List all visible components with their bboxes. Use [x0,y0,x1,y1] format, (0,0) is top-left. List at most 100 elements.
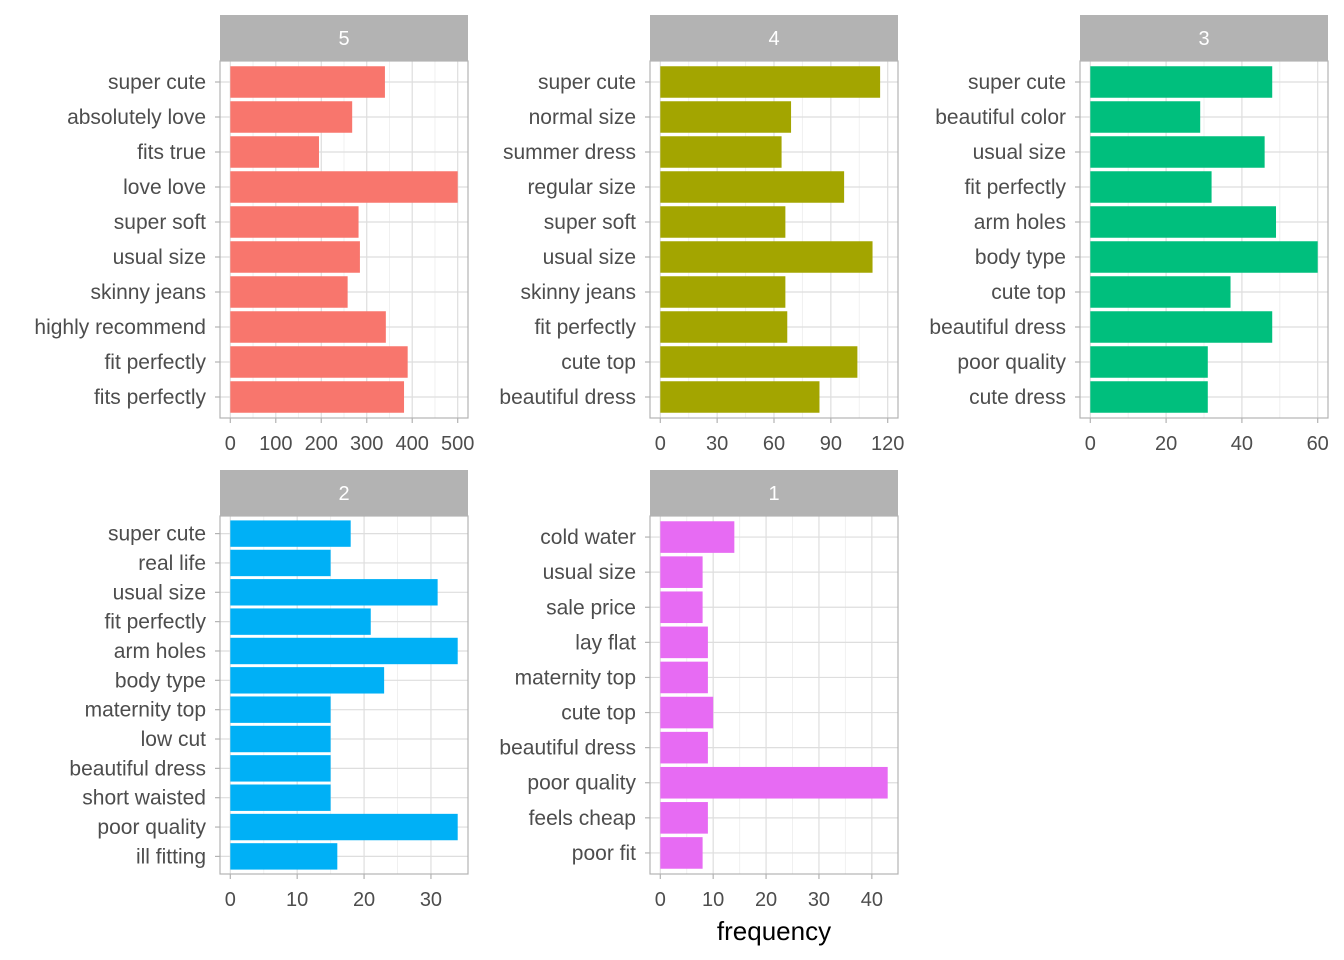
facet-strip-label: 1 [768,483,779,505]
facet-strip-2 [220,470,468,516]
category-label: regular size [527,176,636,199]
bar [230,346,408,378]
category-label: maternity top [515,666,636,689]
category-label: cute dress [969,386,1066,409]
bar [660,556,703,588]
category-label: usual size [113,246,206,269]
panel-4: 4 super cute normal size summer dress regula… [499,15,904,455]
x-tick-label: 30 [420,889,442,911]
x-tick-label: 20 [755,889,777,911]
bar [660,311,788,343]
category-label: fit perfectly [964,176,1066,199]
category-label: fits true [137,141,206,164]
bar [1090,66,1273,98]
category-label: fit perfectly [104,611,206,634]
bar [660,521,735,553]
bar [230,549,331,577]
category-label: cute top [561,351,636,374]
category-label: skinny jeans [90,281,206,304]
x-tick-label: 0 [225,433,236,455]
x-tick-label: 90 [820,433,842,455]
panel-border [219,60,469,419]
category-label: usual size [113,581,206,604]
facet-strip-label: 3 [1198,28,1209,50]
bar [230,381,405,413]
x-tick-label: 30 [808,889,830,911]
category-label: real life [138,552,206,575]
bar [230,206,359,238]
category-label: fit perfectly [534,316,636,339]
bar [230,520,351,547]
category-label: short waisted [82,787,206,810]
bar [660,241,873,273]
category-label: sale price [546,596,636,619]
category-label: cute top [561,702,636,725]
category-label: poor quality [527,772,636,795]
facet-strip-3 [1080,15,1328,61]
category-label: low cut [141,728,207,751]
panel-1: 1 cold water usual size sale price lay flat m… [499,470,899,911]
x-tick-label: 10 [702,889,724,911]
bar [230,171,458,203]
category-label: maternity top [85,699,206,722]
category-label: arm holes [114,640,206,663]
category-label: absolutely love [67,106,206,129]
category-label: beautiful dress [929,316,1066,339]
bar [660,276,786,308]
bar [230,784,331,811]
bar [1090,276,1231,308]
bar [230,241,360,273]
category-label: highly recommend [34,316,206,339]
category-label: feels cheap [529,807,636,830]
bar [660,381,820,413]
bar [660,661,708,694]
category-label: cute top [991,281,1066,304]
bar [1090,381,1208,413]
facet-strip-1 [650,470,898,516]
category-label: super cute [108,523,206,546]
bar [660,136,782,168]
category-label: super cute [968,71,1066,94]
category-label: fits perfectly [94,386,207,409]
category-label: body type [115,669,206,692]
x-tick-label: 10 [286,889,308,911]
panel-3: 3 super cute beautiful color usual size fit … [929,15,1329,455]
category-label: beautiful color [935,106,1066,129]
bar [230,667,385,694]
bar [230,579,438,606]
bar [660,802,708,834]
category-label: beautiful dress [69,757,206,780]
bar [660,766,888,799]
bar [1090,136,1265,168]
category-label: ill fitting [136,845,206,868]
category-label: poor quality [957,351,1066,374]
panel-2: 2 super cute real life usual size fit perfec… [69,470,469,911]
category-label: poor quality [97,816,206,839]
facet-strip-label: 2 [338,483,349,505]
bar [230,276,348,308]
category-label: love love [123,176,206,199]
facet-strip-label: 4 [768,28,779,50]
category-label: super cute [538,71,636,94]
bar [660,171,845,203]
x-tick-label: 100 [259,433,292,455]
bar [660,591,703,624]
category-label: cold water [540,526,636,549]
category-label: beautiful dress [499,737,636,760]
bar [1090,311,1273,343]
bar [660,837,703,869]
bar [230,608,371,635]
category-label: fit perfectly [104,351,206,374]
bar [660,696,714,729]
bar [660,206,786,238]
category-label: super cute [108,71,206,94]
bar [230,311,386,343]
bar [1090,101,1201,133]
bar [230,725,331,753]
bar [1090,241,1318,273]
category-label: usual size [543,246,636,269]
facet-strip-5 [220,15,468,61]
panel-border [649,515,899,875]
panel-5: 5 super cute absolutely love fits true love … [34,15,474,455]
